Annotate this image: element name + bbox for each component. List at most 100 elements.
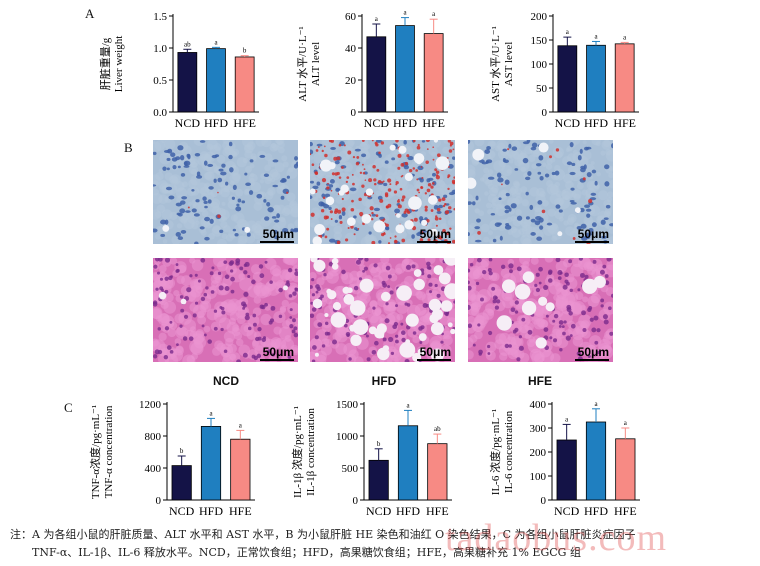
- y-tick-label: 500: [342, 463, 359, 475]
- y-tick-label: 1000: [336, 431, 359, 443]
- y-tick-label: 60: [345, 11, 357, 23]
- bar-hfd: [397, 425, 419, 501]
- significance-letter: ab: [184, 40, 191, 48]
- x-tick-label: NCD: [555, 116, 581, 130]
- significance-letter: a: [214, 38, 218, 46]
- scale-bar-label: 50μm: [419, 227, 451, 241]
- y-axis-label-en: Liver weight: [113, 36, 125, 93]
- y-tick-label: 100: [530, 471, 547, 483]
- oil-red-hfe-micrograph: 50μm: [468, 140, 613, 244]
- bar-hfe: [614, 43, 635, 113]
- bar-hfd: [585, 421, 607, 501]
- figure-caption: 注：A 为各组小鼠的肝脏质量、ALT 水平和 AST 水平，B 为小鼠肝脏 HE…: [10, 526, 750, 562]
- x-tick-label: NCD: [554, 504, 580, 518]
- y-tick-label: 50: [536, 83, 548, 95]
- scale-bar-label: 50μm: [577, 345, 609, 359]
- y-tick-label: 400: [145, 463, 162, 475]
- significance-letter: ab: [434, 425, 441, 433]
- x-tick-label: HFD: [584, 504, 608, 518]
- oil-red-hfd-micrograph: 50μm: [310, 140, 455, 244]
- significance-letter: a: [209, 409, 213, 417]
- x-tick-label: HFE: [233, 116, 256, 130]
- bar-hfe: [615, 438, 636, 501]
- y-axis-label-en: TNF-α concentration: [103, 405, 115, 498]
- scale-bar-label: 50μm: [262, 345, 294, 359]
- panel-label-c: C: [64, 400, 73, 415]
- y-axis-label-cn: TNF-α浓度/pg·mL⁻¹: [88, 405, 102, 499]
- significance-letter: b: [243, 47, 247, 55]
- he-ncd-micrograph: 50μm: [153, 258, 298, 362]
- x-tick-label: HFE: [614, 504, 637, 518]
- panel-label-a: A: [85, 6, 95, 21]
- y-tick-label: 0: [541, 495, 547, 507]
- significance-letter: a: [594, 32, 598, 40]
- y-tick-label: 0.0: [153, 107, 167, 119]
- significance-letter: a: [406, 401, 410, 409]
- significance-letter: a: [594, 400, 598, 408]
- bar-ncd: [177, 52, 198, 113]
- y-axis-label-cn: IL-1β 浓度/pg·mL⁻¹: [290, 406, 304, 498]
- y-tick-label: 100: [531, 59, 548, 71]
- significance-letter: a: [566, 28, 570, 36]
- x-tick-label: NCD: [175, 116, 201, 130]
- y-axis-label-en: IL-6 concentration: [503, 410, 515, 493]
- y-axis-label-cn: ALT 水平/U·L⁻¹: [296, 26, 309, 101]
- bar-ncd: [368, 459, 389, 501]
- y-axis-label-en: AST level: [503, 42, 515, 87]
- micrograph-label-hfe: HFE: [528, 374, 552, 388]
- significance-letter: a: [624, 419, 628, 427]
- x-tick-label: HFE: [426, 504, 449, 518]
- oil-red-ncd-micrograph: 50μm: [153, 140, 298, 244]
- y-tick-label: 1200: [139, 399, 162, 411]
- y-tick-label: 0.5: [153, 75, 167, 87]
- y-tick-label: 800: [145, 431, 162, 443]
- x-tick-label: HFD: [584, 116, 608, 130]
- y-tick-label: 1.5: [153, 11, 167, 23]
- bar-hfd: [395, 25, 415, 113]
- y-tick-label: 400: [530, 399, 547, 411]
- x-tick-label: NCD: [169, 504, 195, 518]
- significance-letter: a: [623, 33, 627, 41]
- micrograph-label-hfd: HFD: [371, 374, 397, 388]
- x-tick-label: NCD: [364, 116, 390, 130]
- liver-weight-chart: 肝脏重量/g Liver weight 0.0 0.5 1.0 1.5 ab NCD a HFD b…: [98, 11, 259, 130]
- il-6-chart: IL-6 浓度/pg·mL⁻¹ IL-6 concentration 0 100 200…: [488, 399, 640, 518]
- il-1beta-chart: IL-1β 浓度/pg·mL⁻¹ IL-1β concentration 0 500 1…: [290, 399, 452, 518]
- scale-bar-label: 50μm: [577, 227, 609, 241]
- y-tick-label: 1.0: [153, 43, 167, 55]
- y-tick-label: 200: [530, 447, 547, 459]
- significance-letter: a: [375, 15, 379, 23]
- caption-line-1: 注：A 为各组小鼠的肝脏质量、ALT 水平和 AST 水平，B 为小鼠肝脏 HE…: [10, 528, 636, 541]
- y-axis-label-en: IL-1β concentration: [305, 408, 317, 496]
- x-tick-label: HFE: [422, 116, 445, 130]
- alt-level-chart: ALT 水平/U·L⁻¹ ALT level 0 20 40 60 a NCD a HFD a HFE: [296, 9, 448, 130]
- x-tick-label: HFD: [396, 504, 420, 518]
- bar-hfd: [200, 425, 222, 501]
- scale-bar-label: 50μm: [262, 227, 294, 241]
- x-tick-label: HFE: [229, 504, 252, 518]
- significance-letter: a: [565, 415, 569, 423]
- panel-label-b: B: [124, 140, 133, 155]
- bar-ncd: [557, 45, 578, 113]
- bar-ncd: [366, 36, 387, 113]
- bar-ncd: [556, 439, 577, 501]
- y-tick-label: 20: [345, 75, 357, 87]
- he-hfd-micrograph: 50μm: [310, 258, 455, 362]
- y-axis-label-cn: IL-6 浓度/pg·mL⁻¹: [488, 409, 502, 495]
- y-tick-label: 300: [530, 423, 547, 435]
- y-tick-label: 40: [345, 43, 357, 55]
- bar-hfd: [206, 48, 226, 113]
- y-axis-label-cn: 肝脏重量/g: [98, 37, 112, 90]
- bar-hfe: [230, 438, 251, 501]
- x-tick-label: HFE: [613, 116, 636, 130]
- y-tick-label: 0: [156, 495, 162, 507]
- y-axis-label-en: ALT level: [310, 42, 322, 86]
- bar-hfe: [234, 56, 255, 113]
- y-tick-label: 0: [353, 495, 359, 507]
- bar-hfe: [427, 443, 448, 501]
- y-tick-label: 200: [531, 11, 548, 23]
- caption-line-2: TNF-α、IL-1β、IL-6 释放水平。NCD，正常饮食组；HFD，高果糖饮…: [32, 546, 581, 559]
- x-tick-label: HFD: [199, 504, 223, 518]
- x-tick-label: HFD: [393, 116, 417, 130]
- tnf-alpha-chart: TNF-α浓度/pg·mL⁻¹ TNF-α concentration 0 400 80…: [88, 399, 255, 518]
